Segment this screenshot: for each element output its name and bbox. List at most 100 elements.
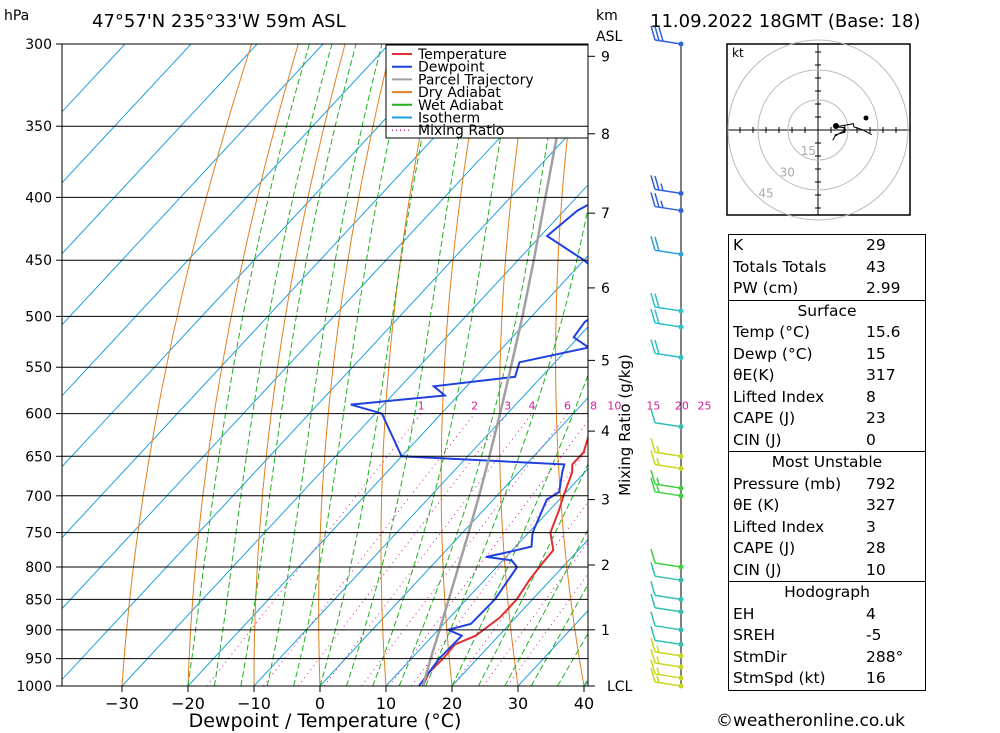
surface-title: Surface xyxy=(797,301,857,320)
most-unstable-table: Most Unstable Pressure (mb) 792 θE (K) 327 L… xyxy=(728,451,926,581)
wind-barb-staff xyxy=(654,306,682,312)
wet-adiabat-line xyxy=(187,44,310,686)
x-axis-title: Dewpoint / Temperature (°C) xyxy=(189,710,462,732)
wind-barb-feather xyxy=(650,637,656,653)
wind-barb-feather xyxy=(650,175,656,190)
index-label: CAPE (J) xyxy=(733,539,796,557)
wind-barb-feather xyxy=(650,548,656,564)
hodograph-ring-label: 30 xyxy=(780,165,795,179)
wind-barb-dot xyxy=(678,190,684,196)
index-label: SREH xyxy=(733,626,776,644)
wind-barb xyxy=(650,469,684,491)
wind-barb xyxy=(650,236,684,257)
pressure-tick-label: 550 xyxy=(25,360,52,376)
plot-overlay: 1 2 3 4 6 8 10 15 20 25 xyxy=(418,400,712,413)
index-value: 23 xyxy=(866,409,886,427)
wind-barb-feather xyxy=(650,477,656,493)
copyright-notice: ©weatheronline.co.uk xyxy=(716,711,906,731)
wind-barb-dot xyxy=(678,354,684,360)
series-temperature xyxy=(422,434,588,686)
temperature-tick-label: 10 xyxy=(376,694,396,713)
wind-barb-half-feather xyxy=(656,675,660,683)
wind-barb xyxy=(650,548,684,570)
index-label: K xyxy=(733,236,744,254)
isotherm-line xyxy=(62,44,258,255)
mixing-ratio-label: 4 xyxy=(528,400,535,413)
height-tick-label: 2 xyxy=(601,558,610,574)
index-value: 2.99 xyxy=(866,279,901,297)
wind-barb-dot xyxy=(678,609,684,615)
wind-barb-staff xyxy=(654,625,682,631)
legend-label: Mixing Ratio xyxy=(418,123,504,139)
wind-barb xyxy=(650,192,684,214)
wind-barb-feather xyxy=(654,309,660,324)
wind-barb-feather xyxy=(654,175,660,191)
pressure-tick-label: 800 xyxy=(25,560,52,576)
mixing-ratio-line xyxy=(452,501,588,686)
wind-barb-half-feather xyxy=(656,445,660,454)
wind-barb-dot xyxy=(678,465,684,471)
wind-barb-dot xyxy=(678,453,684,459)
legend-label: Dry Adiabat xyxy=(418,85,501,101)
wind-barb-dot xyxy=(678,664,684,670)
index-value: 29 xyxy=(866,236,886,254)
index-value: 15 xyxy=(866,344,886,363)
index-label: Temp (°C) xyxy=(733,323,810,341)
index-label: θE (K) xyxy=(733,496,780,514)
wind-barb-feather xyxy=(650,408,656,423)
wind-barb-feather xyxy=(650,611,656,627)
hodograph-plot: kt 15 30 45 xyxy=(726,39,911,221)
isotherm-line xyxy=(62,44,390,397)
temperature-tick-label: 0 xyxy=(315,694,325,713)
index-label: PW (cm) xyxy=(733,279,799,297)
wet-adiabat-line xyxy=(425,205,588,686)
wind-barb-dot xyxy=(678,564,684,570)
index-label: CIN (J) xyxy=(733,430,782,449)
wind-barb xyxy=(650,611,684,633)
wet-adiabat-line xyxy=(213,44,333,686)
index-value: 327 xyxy=(866,496,896,514)
dry-adiabat-line xyxy=(555,44,585,686)
hodograph-table: Hodograph EH 4 SREH -5 StmDir 288° StmSpd (kt)… xyxy=(728,581,926,691)
wind-barb-half-feather xyxy=(656,667,660,675)
wind-barb-staff xyxy=(654,491,682,497)
temperature-axis: −30 −20 −10 0 10 20 30 40 xyxy=(105,686,594,713)
wind-barb-feather xyxy=(650,292,656,308)
isotherm-line xyxy=(385,468,588,686)
wind-barb-feather xyxy=(654,293,660,308)
wet-adiabat-line xyxy=(240,44,357,686)
height-tick-label: 8 xyxy=(601,127,610,143)
wind-barb-half-feather xyxy=(656,457,660,466)
wet-adiabat-line xyxy=(293,44,411,686)
index-value: 317 xyxy=(866,366,896,384)
index-value: 10 xyxy=(866,560,886,579)
storm-motion-marker xyxy=(833,123,839,129)
mixing-ratio-line xyxy=(506,573,588,686)
pressure-tick-label: 900 xyxy=(25,623,52,639)
dry-adiabat-line xyxy=(121,44,253,686)
location-title: 47°57'N 235°33'W 59m ASL xyxy=(92,11,346,32)
isotherm-line xyxy=(451,539,588,686)
wind-barb-staff xyxy=(654,673,682,679)
pressure-tick-label: 850 xyxy=(25,592,52,608)
index-row: Dewp (°C) 15 xyxy=(729,344,925,366)
index-value: 28 xyxy=(866,539,886,557)
hodograph-title: Hodograph xyxy=(784,583,870,601)
index-value: -5 xyxy=(866,626,882,644)
pressure-tick-label: 950 xyxy=(25,652,52,668)
wind-barb xyxy=(650,626,684,647)
wind-barb-feather xyxy=(650,593,656,608)
height-axis: 1 2 3 4 5 6 7 8 9 LCL xyxy=(588,49,633,695)
index-row: Pressure (mb) 792 xyxy=(729,474,925,496)
height-tick-label: 6 xyxy=(601,281,610,297)
temperature-tick-label: 40 xyxy=(574,694,594,713)
wind-barb-staff xyxy=(654,463,682,470)
mixing-ratio-label: 10 xyxy=(607,400,621,413)
wind-barb-feather xyxy=(650,561,656,577)
height-tick-label: 3 xyxy=(601,493,610,509)
pressure-tick-label: 1000 xyxy=(16,679,52,695)
index-row: CAPE (J) 23 xyxy=(729,408,925,430)
wind-barb-half-feather xyxy=(656,485,660,493)
